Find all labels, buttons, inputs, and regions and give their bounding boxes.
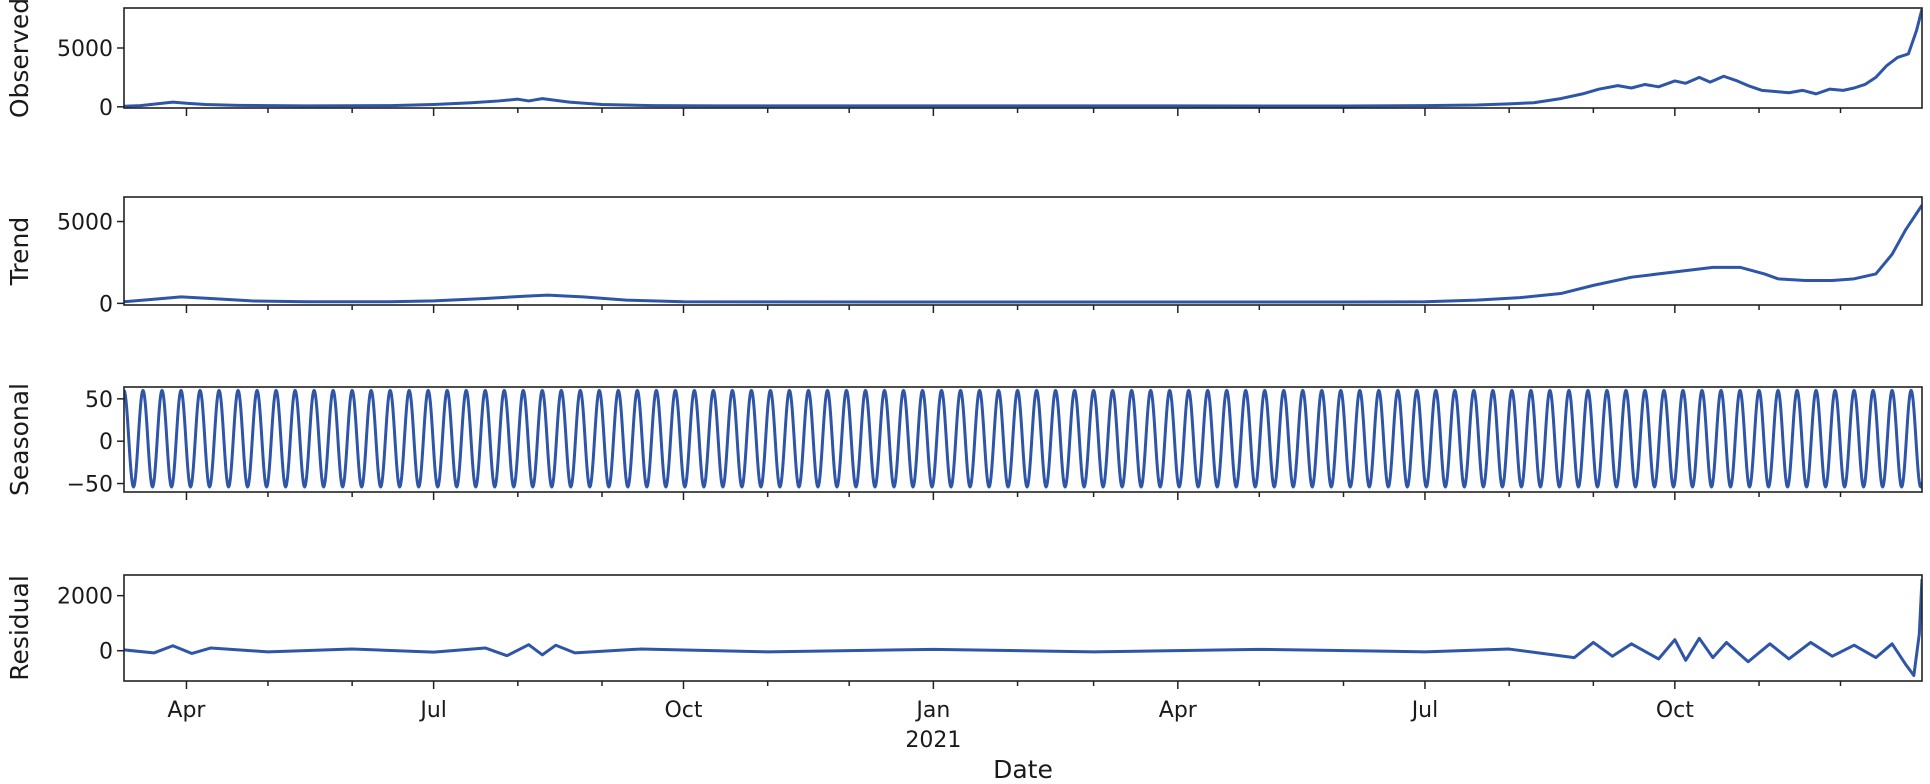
observed-axes-frame	[123, 7, 1923, 109]
seasonal-y-tick-label: −50	[67, 473, 113, 498]
seasonal-series-line	[124, 388, 1922, 489]
x-tick-label: Jul	[418, 698, 447, 723]
seasonal-axes-frame	[123, 386, 1923, 493]
trend-series-line	[124, 204, 1922, 304]
trend-axes-frame	[123, 196, 1923, 306]
observed-y-tick-label: 5000	[57, 37, 113, 62]
trend-y-tick-label: 5000	[57, 211, 113, 236]
residual-y-axis-label: Residual	[5, 575, 34, 681]
seasonal-y-tick-label: 50	[85, 388, 113, 413]
seasonal-y-tick-label: 0	[99, 430, 113, 455]
residual-series-line	[124, 579, 1922, 677]
x-tick-label: Oct	[1656, 698, 1694, 723]
residual-y-tick-label: 0	[99, 640, 113, 665]
x-axis-label: Date	[993, 755, 1053, 784]
observed-y-axis-label: Observed	[5, 0, 34, 118]
residual-axes-frame	[123, 574, 1923, 682]
observed-y-tick-label: 0	[99, 96, 113, 121]
seasonal-y-axis-label: Seasonal	[5, 383, 34, 496]
x-tick-label: Jan	[914, 698, 950, 723]
x-tick-label: Oct	[664, 698, 702, 723]
residual-y-tick-label: 2000	[57, 585, 113, 610]
observed-series-line	[124, 8, 1922, 108]
trend-y-tick-label: 0	[99, 292, 113, 317]
x-year-label: 2021	[905, 728, 961, 753]
x-tick-label: Apr	[167, 698, 206, 723]
x-tick-label: Jul	[1410, 698, 1439, 723]
trend-y-axis-label: Trend	[5, 217, 34, 286]
x-tick-label: Apr	[1159, 698, 1198, 723]
